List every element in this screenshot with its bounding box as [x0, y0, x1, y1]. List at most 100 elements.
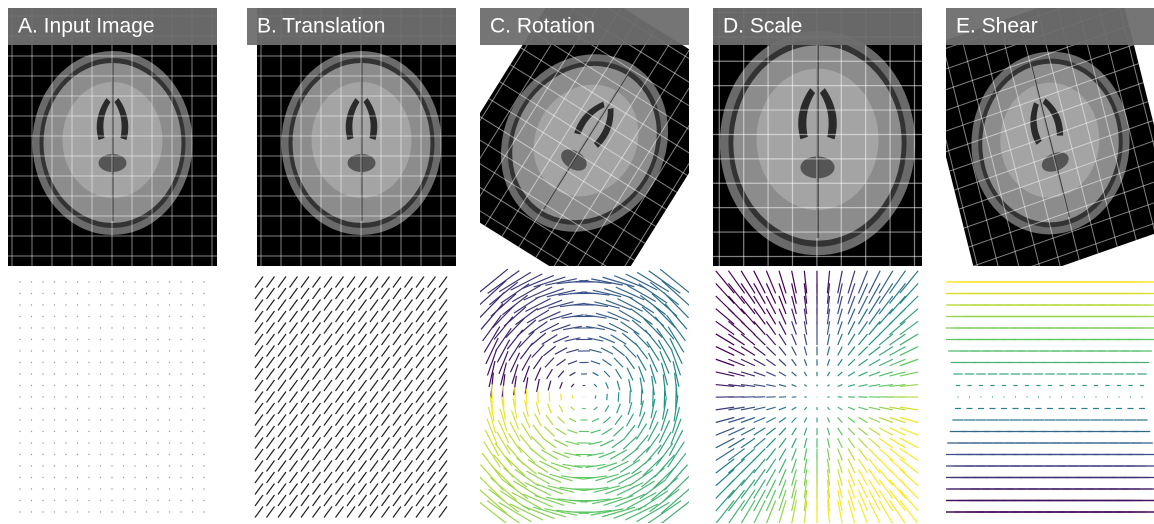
- vector-arrow: [255, 415, 263, 426]
- vector-dot: [157, 350, 158, 351]
- vector-dot: [169, 500, 170, 501]
- vector-dot: [157, 362, 158, 363]
- vector-arrow: [630, 391, 631, 404]
- vector-arrow: [336, 357, 344, 368]
- vector-arrow: [741, 271, 755, 294]
- vector-arrow: [290, 323, 298, 334]
- vector-arrow: [278, 507, 286, 518]
- vector-arrow: [347, 323, 355, 334]
- vector-arrow: [518, 446, 535, 462]
- vector-arrow: [313, 357, 321, 368]
- vector-dot: [134, 477, 135, 478]
- vector-dot: [123, 431, 124, 432]
- vector-arrow: [336, 461, 344, 472]
- vector-arrow: [627, 414, 634, 427]
- vector-arrow: [301, 415, 309, 426]
- vector-dot: [203, 454, 204, 455]
- vector-arrow: [741, 500, 755, 523]
- vector-arrow: [347, 369, 355, 380]
- vector-dot: [180, 431, 181, 432]
- vector-dot: [192, 419, 193, 420]
- transformed-image: [431, 0, 745, 303]
- vector-dot: [180, 396, 181, 397]
- vector-arrow: [779, 334, 786, 345]
- vector-arrow: [544, 427, 554, 437]
- vector-dot: [169, 350, 170, 351]
- vector-arrow: [313, 415, 321, 426]
- vector-arrow: [313, 472, 321, 483]
- vector-arrow: [542, 335, 558, 345]
- vector-arrow: [439, 357, 447, 368]
- vector-arrow: [393, 380, 401, 391]
- vector-arrow: [359, 300, 367, 311]
- vector-arrow: [571, 384, 574, 387]
- vector-arrow: [267, 277, 275, 288]
- vector-dot: [146, 477, 147, 478]
- vector-dot: [111, 500, 112, 501]
- vector-dot: [123, 396, 124, 397]
- vector-dot: [180, 500, 181, 501]
- vector-arrow: [663, 292, 688, 318]
- vector-arrow: [499, 351, 508, 374]
- vector-arrow: [336, 484, 344, 495]
- vector-arrow: [301, 369, 309, 380]
- vector-arrow: [439, 346, 447, 357]
- vector-dot: [157, 281, 158, 282]
- vector-arrow: [530, 448, 547, 461]
- vector-arrow: [792, 407, 797, 410]
- vector-arrow: [869, 321, 880, 334]
- vector-arrow: [301, 392, 309, 403]
- vector-arrow: [336, 334, 344, 345]
- vector-arrow: [869, 449, 880, 461]
- vector-arrow: [370, 392, 378, 403]
- vector-dot: [88, 454, 89, 455]
- vector-dot: [192, 465, 193, 466]
- vector-dot: [31, 350, 32, 351]
- vector-dot: [31, 293, 32, 294]
- vector-arrow: [393, 426, 401, 437]
- vector-dot: [157, 339, 158, 340]
- vector-arrow: [255, 472, 263, 483]
- vector-dot: [31, 454, 32, 455]
- vector-arrow: [613, 427, 623, 437]
- vector-dot: [111, 454, 112, 455]
- vector-arrow: [313, 277, 321, 288]
- vector-dot: [88, 431, 89, 432]
- vector-arrow: [766, 359, 775, 366]
- vector-dot: [19, 293, 20, 294]
- vector-arrow: [779, 283, 786, 303]
- vector-dot: [203, 281, 204, 282]
- vector-dot: [134, 408, 135, 409]
- vector-arrow: [804, 334, 806, 345]
- vector-dot: [192, 511, 193, 512]
- vector-arrow: [869, 407, 880, 410]
- vector-arrow: [548, 381, 551, 391]
- vector-dot: [180, 327, 181, 328]
- vector-arrow: [416, 403, 424, 414]
- vector-arrow: [428, 392, 436, 403]
- vector-arrow: [382, 346, 390, 357]
- vector-dot: [19, 350, 20, 351]
- vector-dot: [180, 488, 181, 489]
- vector-arrow: [393, 300, 401, 311]
- vector-arrow: [336, 449, 344, 460]
- vector-dot: [77, 362, 78, 363]
- vector-arrow: [347, 438, 355, 449]
- vector-arrow: [313, 495, 321, 506]
- vector-dot: [31, 362, 32, 363]
- vector-dot: [42, 511, 43, 512]
- vector-arrow: [848, 428, 855, 435]
- vector-dot: [123, 350, 124, 351]
- vector-dot: [180, 511, 181, 512]
- vector-arrow: [754, 283, 766, 303]
- vector-dot: [157, 304, 158, 305]
- vector-dot: [123, 316, 124, 317]
- vector-arrow: [370, 426, 378, 437]
- vector-arrow: [416, 484, 424, 495]
- vector-dot: [54, 408, 55, 409]
- vector-dot: [100, 488, 101, 489]
- vector-dot: [134, 362, 135, 363]
- vector-dot: [169, 316, 170, 317]
- vector-arrow: [439, 495, 447, 506]
- vector-arrow: [497, 340, 509, 363]
